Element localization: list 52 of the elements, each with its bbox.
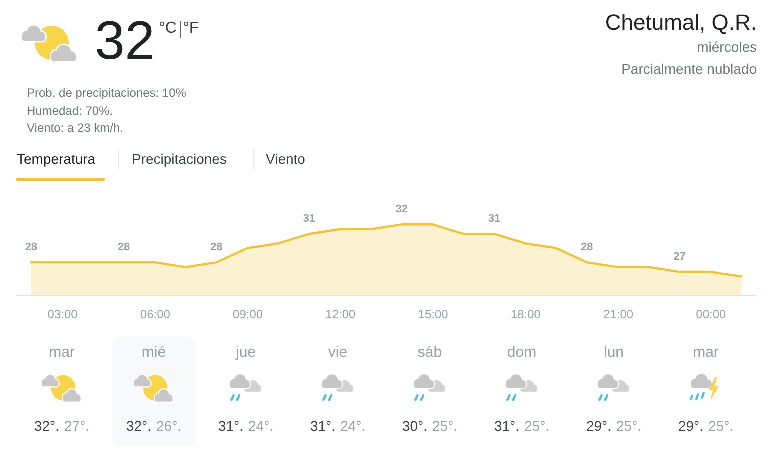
data-label: 31	[488, 213, 501, 226]
annotation: 31°.	[494, 418, 520, 434]
x-tick-label: 12:00	[326, 308, 356, 322]
text: Viento: a 23 km/h.	[27, 121, 124, 136]
x-tick-label: 18:00	[510, 308, 542, 322]
annotation: 24°.	[340, 418, 366, 434]
text: 32	[95, 11, 156, 71]
text: Precipitaciones	[132, 151, 227, 168]
text: Prob. de precipitaciones: 10%	[27, 86, 186, 100]
data-label: 28	[25, 242, 38, 254]
data-label: 31	[303, 213, 316, 226]
annotation: lun	[602, 344, 626, 362]
x-tick-label: 15:00	[418, 308, 449, 322]
annotation: 32°.	[126, 418, 152, 434]
annotation: vie	[327, 344, 349, 362]
annotation: sáb	[416, 344, 444, 362]
text: Viento	[266, 151, 306, 168]
annotation: 29°.	[678, 418, 704, 434]
annotation: 32°.	[34, 418, 60, 434]
text: °F	[183, 19, 200, 38]
x-tick-label: 21:00	[604, 308, 634, 322]
text: Parcialmente nublado	[622, 61, 757, 78]
x-tick-label: 03:00	[48, 308, 78, 322]
annotation: 31°.	[218, 418, 244, 434]
data-label: 28	[210, 242, 223, 254]
annotation: 27°.	[64, 418, 90, 434]
data-label: 32	[396, 204, 408, 216]
data-label: 28	[118, 242, 130, 254]
annotation: 26°.	[156, 418, 182, 434]
text: Humedad: 70%.	[27, 104, 114, 118]
annotation: mar	[692, 344, 720, 362]
x-tick-label: 09:00	[233, 308, 264, 322]
data-label: 28	[581, 242, 594, 254]
text: Temperatura	[17, 151, 96, 168]
annotation: 30°.	[402, 418, 428, 434]
annotation: jue	[234, 344, 258, 362]
annotation: mié	[140, 344, 168, 362]
annotation: 25°.	[432, 418, 458, 434]
x-tick-label: 06:00	[140, 308, 171, 322]
annotation: 29°.	[586, 418, 612, 434]
annotation: 25°.	[616, 418, 642, 434]
annotation: 31°.	[310, 418, 336, 434]
x-tick-label: 00:00	[696, 308, 727, 322]
text: miércoles	[697, 39, 757, 56]
annotation: mar	[48, 344, 76, 362]
data-label: 27	[674, 251, 686, 264]
text: °C	[159, 19, 177, 38]
annotation: 25°.	[708, 418, 734, 434]
annotation: 25°.	[524, 418, 550, 434]
chart-title: Chetumal, Q.R.	[605, 10, 757, 36]
annotation: dom	[506, 344, 538, 362]
annotation: 24°.	[248, 418, 274, 434]
